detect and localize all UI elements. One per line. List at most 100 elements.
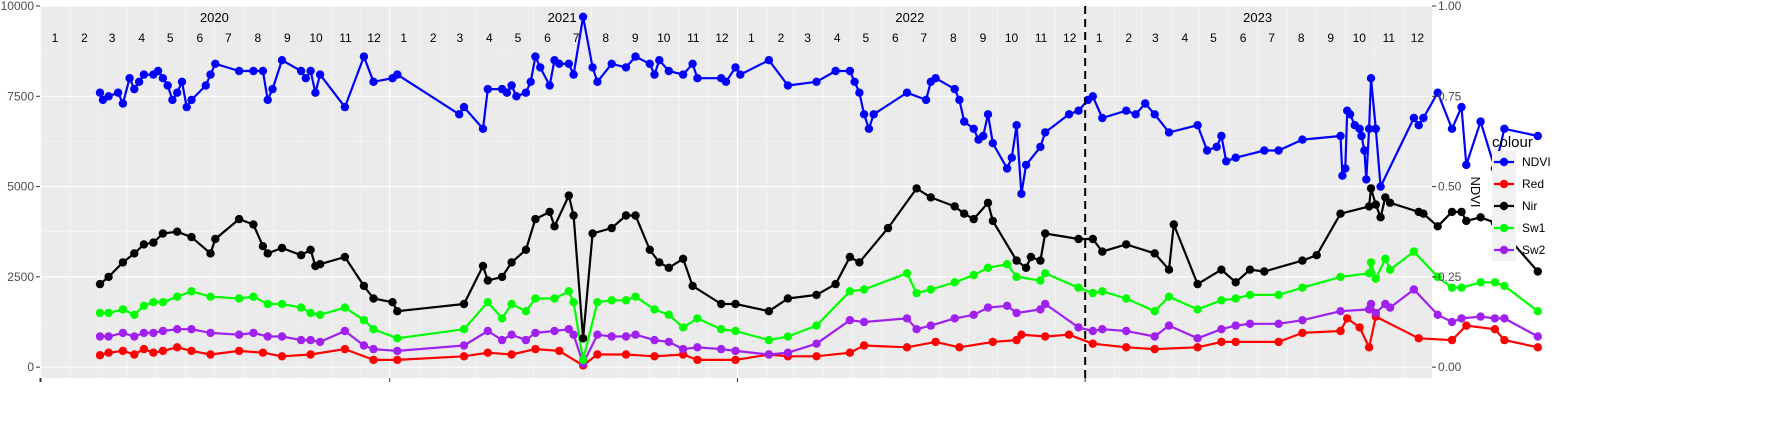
sw1-point	[459, 325, 469, 334]
red-point	[859, 341, 869, 350]
ndvi-point	[545, 81, 554, 90]
month-label: 3	[109, 31, 116, 45]
month-label: 2	[778, 31, 785, 45]
red-point	[149, 348, 158, 357]
red-point	[1447, 335, 1457, 345]
sw2-point	[359, 341, 369, 350]
nir-point	[104, 272, 113, 282]
sw2-point	[263, 332, 272, 341]
sw1-point	[1409, 247, 1419, 256]
ndvi-point	[1231, 153, 1240, 162]
left-tick-label: 0	[27, 360, 34, 374]
nir-point	[1012, 256, 1021, 265]
red-point	[139, 344, 149, 354]
nir-point	[645, 245, 654, 254]
ndvi-point	[455, 110, 464, 119]
sw1-point	[234, 294, 244, 303]
sw2-point	[1457, 314, 1466, 323]
sw2-point	[550, 326, 559, 336]
sw1-point	[149, 298, 158, 307]
ndvi-point	[1074, 106, 1083, 115]
sw1-point	[1150, 307, 1159, 316]
nir-point	[306, 245, 315, 254]
sw1-point	[764, 335, 774, 345]
ndvi-point	[1500, 124, 1509, 133]
red-point	[555, 346, 564, 356]
nir-point	[507, 258, 516, 267]
sw1-point	[531, 294, 540, 303]
year-label: 2022	[895, 10, 924, 25]
ndvi-point	[1476, 117, 1485, 126]
sw1-point	[507, 299, 516, 309]
ndvi-point	[1371, 124, 1381, 133]
sw2-point	[731, 346, 740, 356]
ndvi-point	[1355, 124, 1364, 133]
ndvi-point	[104, 92, 113, 101]
legend-label: Red	[1522, 177, 1544, 191]
legend-key-point	[1499, 223, 1509, 233]
ndvi-point	[139, 70, 149, 79]
red-point	[234, 346, 244, 356]
nir-point	[130, 249, 139, 258]
sw1-point	[693, 314, 702, 323]
ndvi-point	[187, 95, 196, 105]
right-tick-label: 0.50	[1438, 180, 1462, 194]
sw2-point	[340, 326, 350, 336]
sw2-point	[497, 335, 507, 345]
month-label: 10	[1353, 31, 1367, 45]
nir-point	[340, 252, 350, 262]
ndvi-point	[564, 59, 573, 68]
ndvi-point	[979, 131, 988, 141]
sw1-point	[607, 296, 616, 305]
sw1-point	[650, 305, 659, 314]
sw1-point	[187, 287, 196, 296]
sw2-point	[845, 316, 855, 325]
nir-point	[1164, 265, 1174, 274]
sw1-point	[1385, 265, 1395, 274]
sw1-point	[1041, 269, 1050, 278]
sw1-point	[1336, 272, 1345, 282]
month-label: 4	[1182, 31, 1189, 45]
ndvi-point	[1088, 92, 1098, 101]
nir-point	[1074, 234, 1083, 244]
sw1-point	[340, 303, 350, 312]
sw1-point	[306, 308, 315, 318]
ndvi-point	[1017, 189, 1026, 198]
nir-point	[1366, 184, 1376, 193]
sw2-point	[902, 314, 912, 323]
ndvi-point	[234, 66, 244, 76]
ndvi-point	[1414, 121, 1423, 130]
sw1-point	[1088, 288, 1098, 298]
sw1-point	[845, 287, 855, 296]
sw2-point	[234, 330, 244, 339]
ndvi-point	[118, 99, 128, 108]
sw2-point	[1098, 325, 1107, 334]
nir-point	[912, 184, 921, 193]
x-axis	[39, 378, 1086, 382]
sw1-point	[263, 299, 272, 309]
ndvi-point	[593, 77, 602, 87]
month-label: 8	[1298, 31, 1305, 45]
sw2-point	[1298, 316, 1307, 325]
sw2-point	[1217, 325, 1226, 334]
month-label: 11	[1035, 31, 1048, 45]
month-label: 7	[573, 31, 580, 45]
ndvi-point	[315, 70, 325, 79]
sw2-point	[95, 332, 105, 341]
nir-point	[249, 220, 258, 229]
red-point	[621, 350, 631, 359]
sw2-point	[650, 335, 659, 345]
ndvi-point	[1202, 146, 1212, 155]
sw1-point	[249, 292, 258, 301]
left-tick-label: 7500	[7, 89, 34, 103]
nir-point	[983, 198, 993, 207]
month-label: 12	[715, 31, 729, 45]
ndvi-point	[1433, 88, 1442, 97]
sw2-point	[621, 332, 631, 341]
ndvi-point	[249, 66, 258, 76]
nir-point	[1260, 267, 1269, 276]
ndvi-point	[1341, 164, 1350, 173]
ndvi-point	[859, 110, 869, 119]
ndvi-point	[125, 74, 134, 83]
